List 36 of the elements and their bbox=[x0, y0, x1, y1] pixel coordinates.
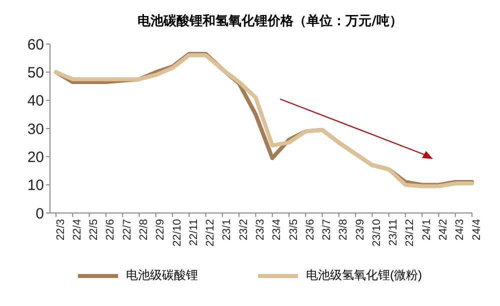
x-tick-label: 23/11 bbox=[388, 219, 400, 246]
x-tick-label: 22/12 bbox=[204, 219, 217, 247]
y-tick-label: 30 bbox=[27, 120, 44, 138]
x-tick-label: 23/12 bbox=[404, 219, 416, 247]
x-tick-label: 23/5 bbox=[288, 219, 300, 240]
x-tick-label: 23/2 bbox=[238, 219, 250, 240]
x-tick-label: 24/3 bbox=[454, 219, 466, 240]
x-tick-label: 22/10 bbox=[171, 219, 184, 247]
legend-label: 电池级碳酸锂 bbox=[126, 267, 198, 284]
x-tick-label: 24/2 bbox=[438, 219, 450, 240]
x-tick-label: 23/4 bbox=[271, 219, 284, 240]
x-tick-label: 22/4 bbox=[71, 219, 84, 240]
x-tick-label: 23/9 bbox=[354, 219, 366, 240]
y-tick-label: 0 bbox=[36, 205, 44, 222]
x-tick-label: 22/5 bbox=[88, 219, 100, 240]
y-tick-label: 50 bbox=[27, 64, 44, 82]
x-tick-label: 23/6 bbox=[304, 219, 316, 240]
x-tick-label: 24/4 bbox=[470, 219, 483, 240]
legend-label: 电池级氢氧化锂(微粉) bbox=[306, 267, 422, 284]
x-tick-label: 23/3 bbox=[254, 219, 266, 240]
x-tick-label: 22/7 bbox=[121, 219, 134, 240]
x-tick-label: 23/8 bbox=[338, 219, 350, 240]
y-tick-label: 20 bbox=[27, 148, 44, 166]
y-tick-label: 10 bbox=[27, 177, 44, 194]
y-tick-label: 60 bbox=[27, 36, 44, 54]
x-tick-label: 23/7 bbox=[321, 219, 334, 240]
x-tick-label: 22/3 bbox=[54, 219, 67, 240]
x-tick-label: 22/6 bbox=[104, 219, 117, 240]
x-tick-label: 22/9 bbox=[154, 219, 167, 240]
x-tick-label: 22/11 bbox=[188, 219, 200, 246]
y-tick-label: 40 bbox=[27, 92, 44, 110]
chart-title: 电池碳酸锂和氢氧化锂价格（单位：万元/吨） bbox=[136, 13, 404, 30]
x-tick-label: 23/10 bbox=[370, 219, 383, 247]
x-tick-label: 22/8 bbox=[138, 219, 150, 240]
x-tick-label: 24/1 bbox=[420, 219, 433, 240]
x-tick-label: 23/1 bbox=[221, 219, 234, 240]
